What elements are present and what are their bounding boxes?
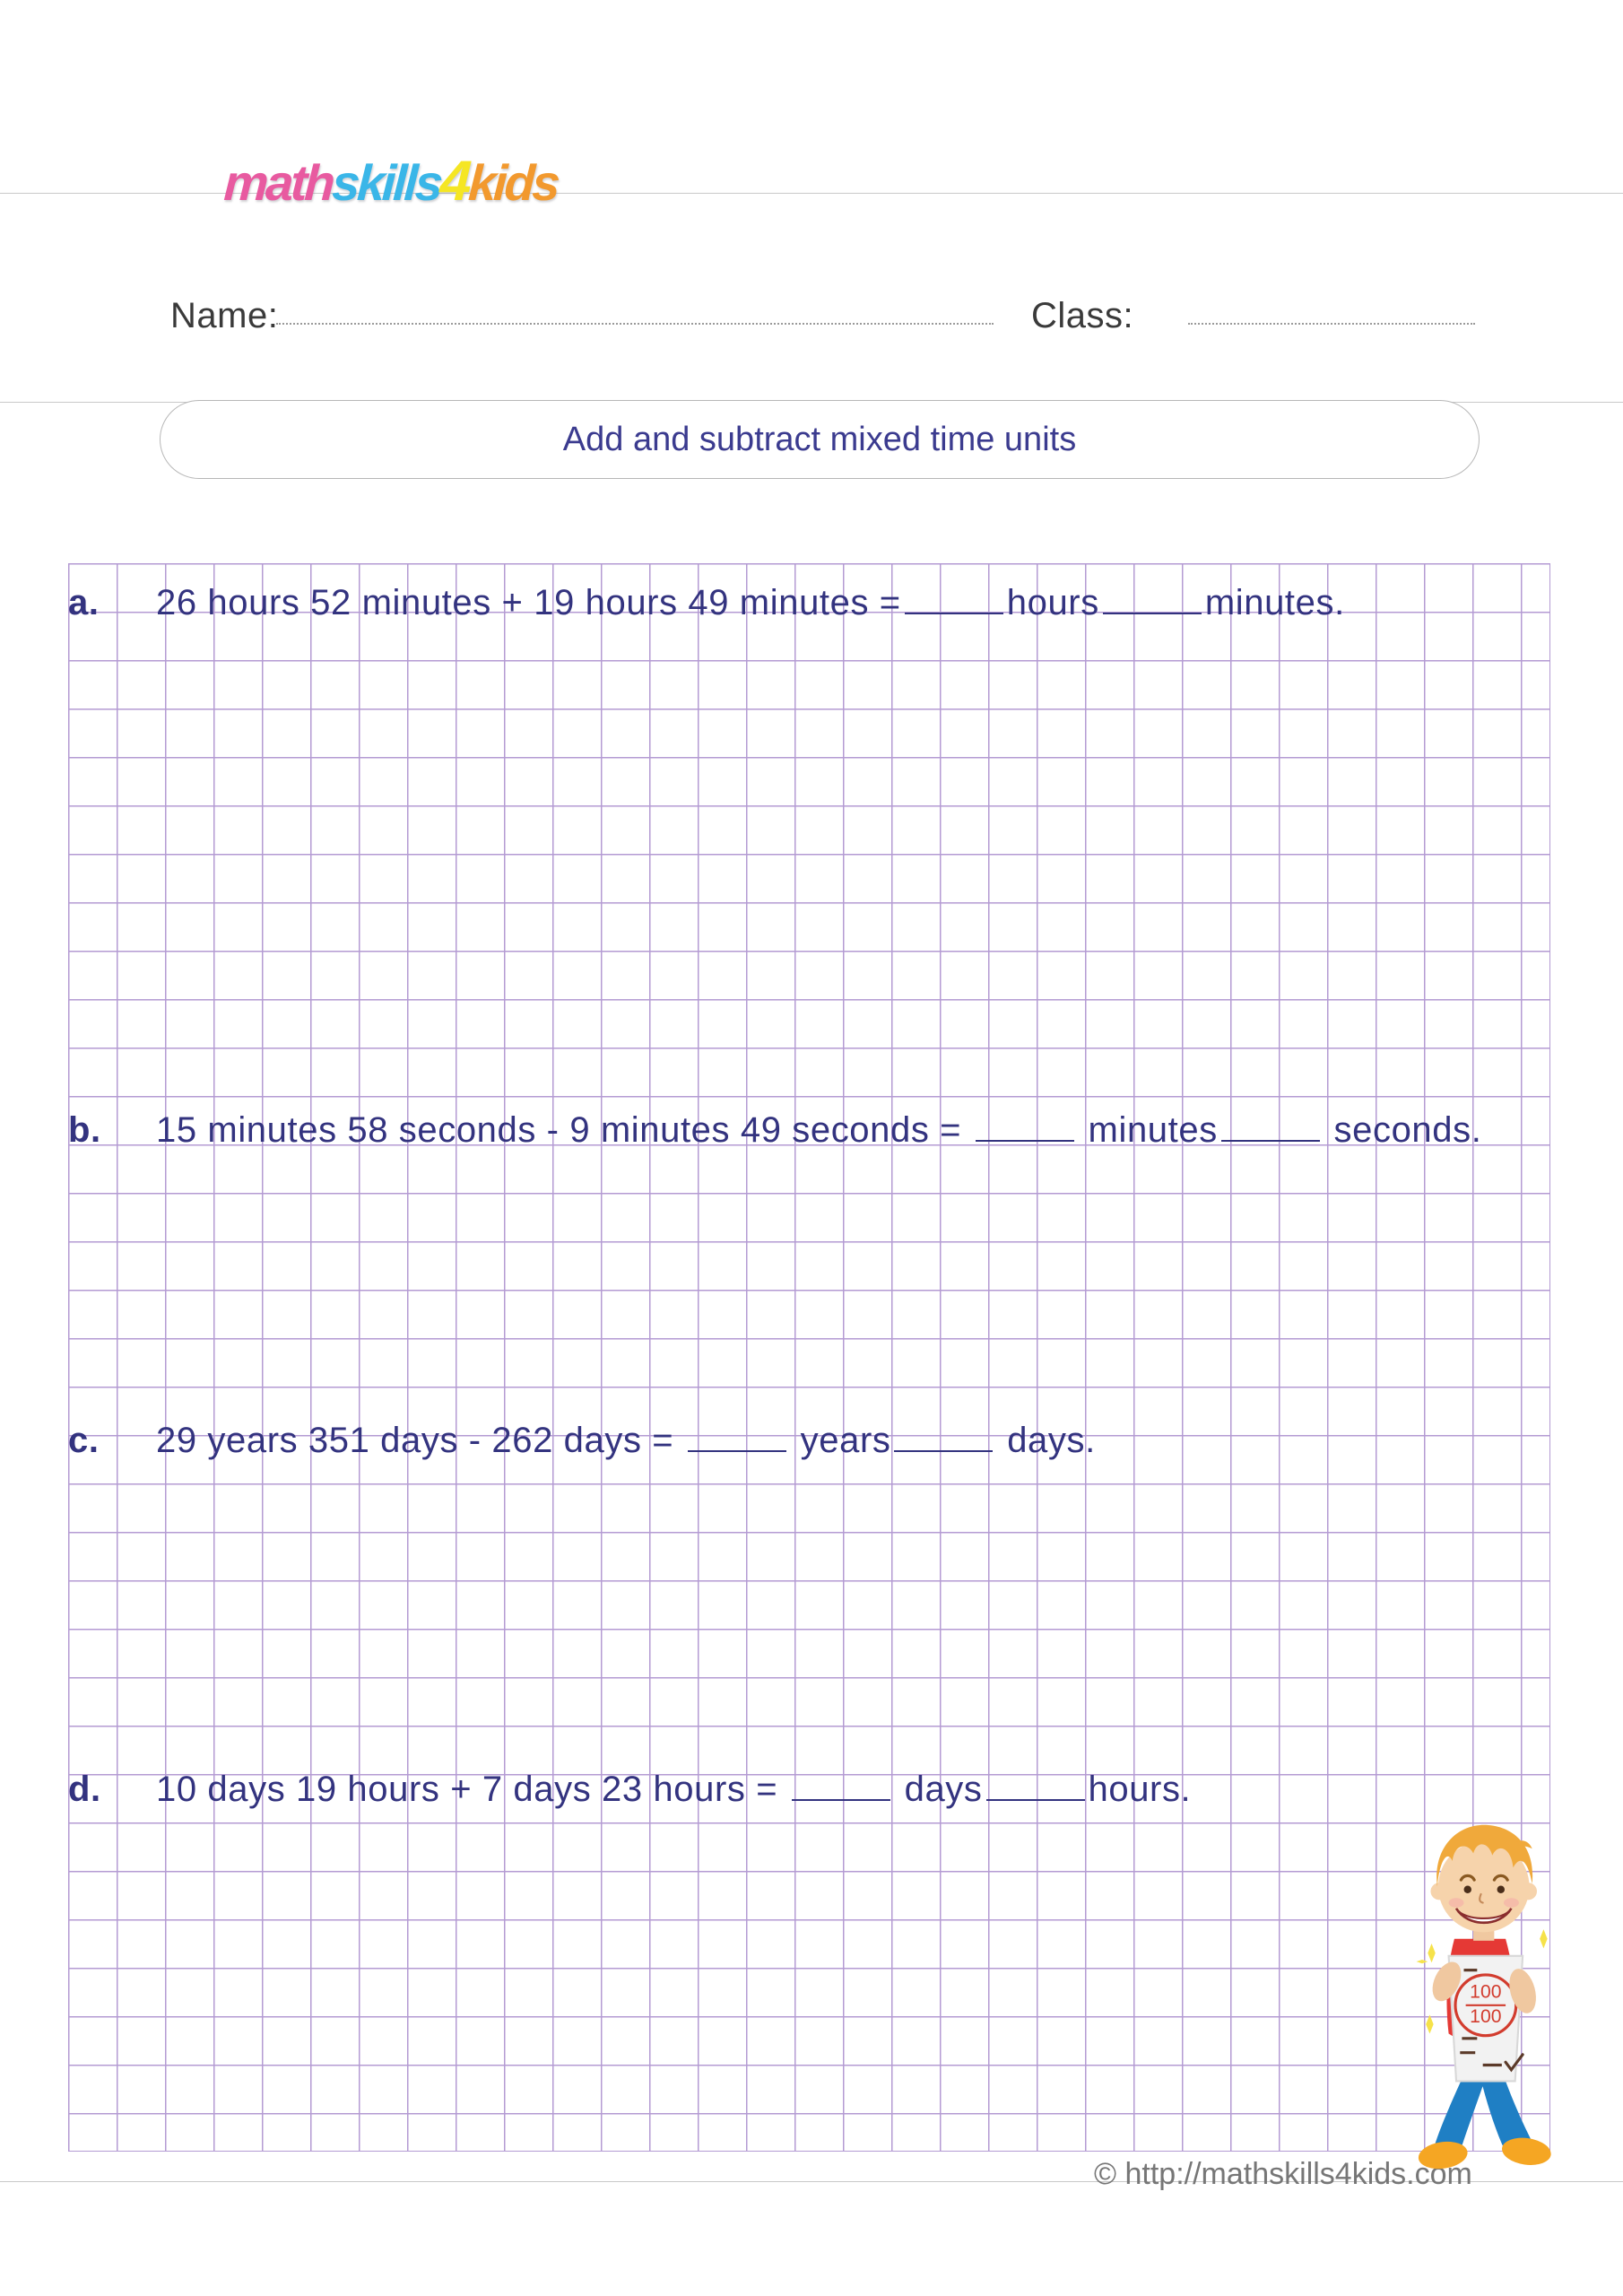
svg-text:100: 100 — [1470, 2006, 1501, 2027]
svg-text:100: 100 — [1470, 1981, 1501, 2002]
